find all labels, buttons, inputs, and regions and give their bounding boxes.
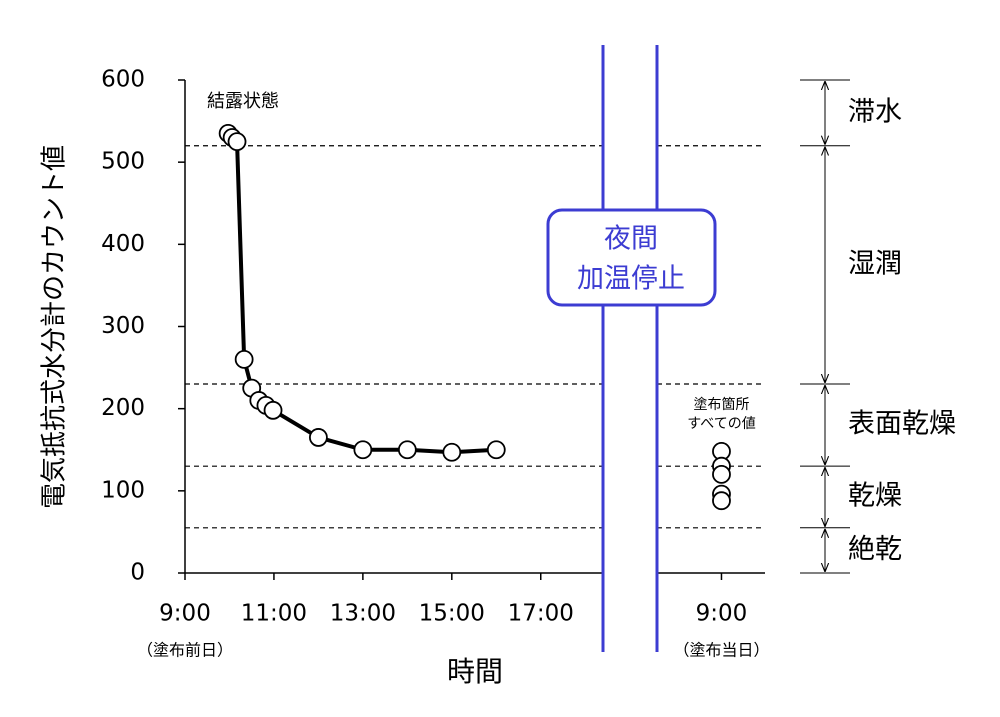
annotation: 塗布箇所 [693,396,749,413]
data-point [227,132,247,152]
y-tick-label: 500 [101,149,145,175]
y-tick-label: 300 [101,313,145,339]
data-point [397,440,417,460]
data-point [353,440,373,460]
y-axis-label: 電気抵抗式水分計のカウント値 [40,145,70,509]
data-point [486,440,506,460]
data-point [712,491,731,511]
axis-break [603,45,657,652]
y-tick-label: 0 [130,560,145,586]
x-tick-label: 15:00 [419,601,485,627]
annotation: すべての値 [687,416,755,432]
y-tick-label: 100 [101,477,145,503]
zone-label: 表面乾燥 [848,409,956,440]
data-point [263,400,283,420]
x-tick-label: 11:00 [241,601,307,627]
zone-label: 滞水 [848,96,902,127]
x-tick-label: 9:00 [696,601,748,627]
x-tick-sublabel: （塗布前日） [137,641,233,660]
annotation: 結露状態 [207,91,279,112]
data-point [234,349,254,369]
night-label: 夜間 [604,224,658,255]
x-tick-sublabel: （塗布当日） [673,641,769,660]
zone-label: 絶乾 [848,534,902,565]
data-point [712,464,731,484]
x-axis-label: 時間 [447,655,503,688]
night-box [546,208,717,307]
y-tick-label: 400 [101,231,145,257]
zone-label: 乾燥 [848,480,902,511]
data-point [309,428,328,447]
night-label: 加温停止 [577,264,685,295]
x-tick-label: 17:00 [508,601,574,627]
y-tick-label: 200 [101,395,145,421]
x-tick-label: 13:00 [330,601,396,627]
x-tick-label: 9:00 [159,601,211,627]
data-point [442,442,462,462]
y-tick-label: 600 [101,67,145,93]
zone-label: 湿潤 [848,248,902,279]
